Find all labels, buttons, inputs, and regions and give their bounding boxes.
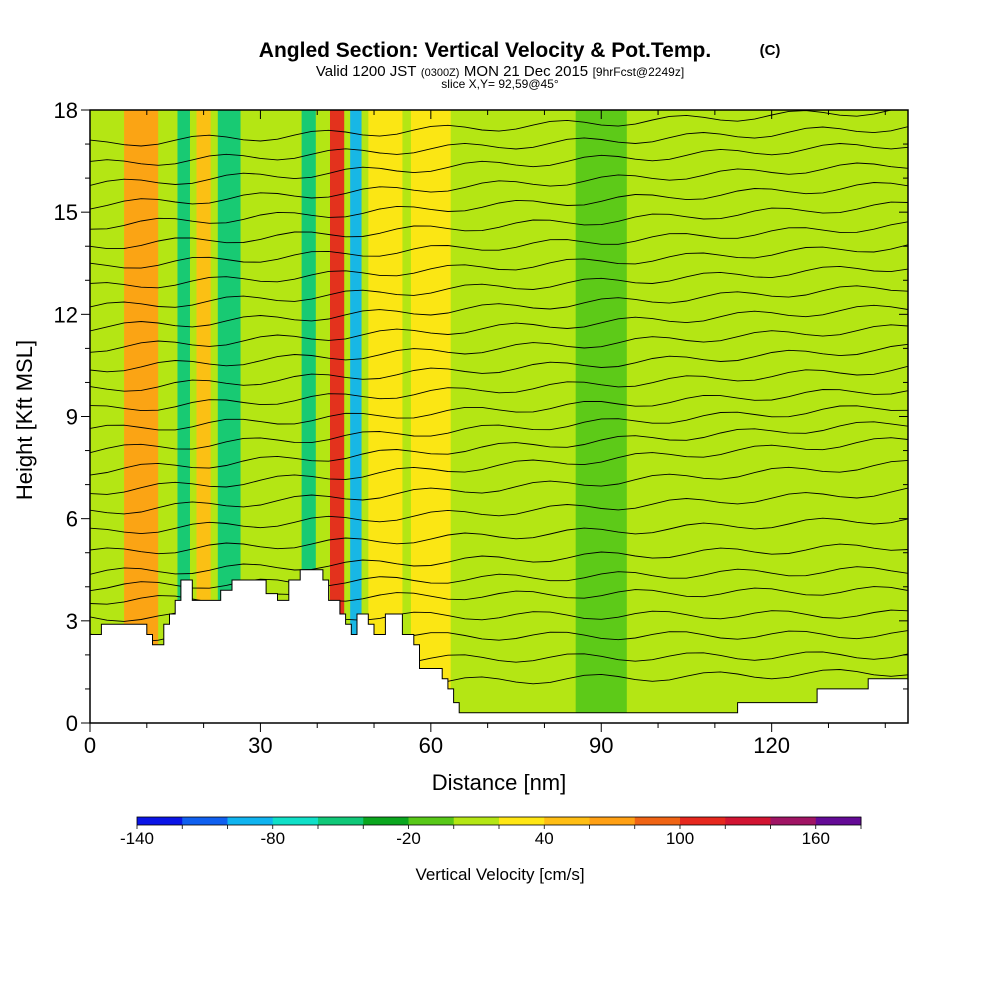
colorbar-swatch — [227, 817, 274, 825]
y-tick-label: 15 — [54, 200, 78, 225]
isentrope-line — [90, 265, 908, 308]
x-tick-label: 90 — [589, 733, 613, 758]
chart-title: Angled Section: Vertical Velocity & Pot.… — [259, 39, 711, 62]
x-tick-label: 60 — [419, 733, 443, 758]
subtitle-zulu: (0300Z) — [421, 67, 460, 79]
y-axis-label: Height [Kft MSL] — [12, 340, 37, 500]
velocity-band — [575, 110, 627, 723]
colorbar-swatch — [770, 817, 817, 825]
x-tick-label: 30 — [248, 733, 272, 758]
x-axis-label: Distance [nm] — [432, 770, 567, 795]
title-unit: (C) — [760, 42, 781, 59]
x-tick-label: 120 — [753, 733, 790, 758]
velocity-band — [330, 110, 345, 723]
subtitle-date: MON 21 Dec 2015 — [464, 63, 588, 80]
colorbar-tick-label: -80 — [260, 829, 285, 848]
isentrope-line — [90, 459, 908, 515]
colorbar-swatch — [137, 817, 183, 825]
y-tick-label: 18 — [54, 98, 78, 123]
isentrope-line — [90, 437, 908, 495]
isentrope-line — [90, 304, 908, 353]
isentrope-line — [90, 566, 908, 592]
colorbar-swatch — [182, 817, 228, 825]
isentrope-line — [90, 389, 908, 431]
colorbar-tick-label: 40 — [535, 829, 554, 848]
isentrope-line — [90, 365, 908, 412]
y-tick-label: 12 — [54, 302, 78, 327]
isentrope-line — [90, 244, 908, 289]
colorbar-swatch — [589, 817, 636, 825]
isentrope-line — [90, 143, 908, 186]
isentrope-line — [90, 324, 908, 373]
colorbar-label: Vertical Velocity [cm/s] — [415, 865, 584, 884]
velocity-band — [350, 110, 362, 723]
velocity-band — [217, 110, 241, 723]
colorbar-swatch — [453, 817, 500, 825]
colorbar-swatch — [725, 817, 771, 825]
colorbar-swatch — [363, 817, 409, 825]
y-tick-label: 0 — [66, 711, 78, 736]
isentrope-line — [90, 182, 908, 230]
colorbar-swatch — [272, 817, 319, 825]
terrain-mask — [90, 569, 908, 723]
slice-label: slice X,Y= 92,59@45° — [441, 77, 559, 91]
colorbar-swatch — [544, 817, 590, 825]
isentrope-line — [90, 201, 908, 250]
subtitle: Valid 1200 JST (0300Z) MON 21 Dec 2015 [… — [316, 63, 684, 80]
colorbar-swatch — [318, 817, 364, 825]
velocity-band — [177, 110, 190, 723]
colorbar-tick-label: 160 — [802, 829, 830, 848]
isentrope-line — [90, 405, 908, 454]
isentrope-line — [90, 543, 908, 575]
velocity-band — [410, 110, 451, 723]
velocity-band — [196, 110, 211, 723]
x-tick-label: 0 — [84, 733, 96, 758]
colorbar-swatch — [408, 817, 455, 825]
isentrope-line — [90, 126, 908, 166]
colorbar-tick-label: -140 — [120, 829, 154, 848]
isentrope-line — [90, 343, 908, 392]
isentrope-line — [90, 517, 908, 555]
isentrope-line — [90, 285, 908, 332]
colorbar-tick-label: -20 — [396, 829, 421, 848]
isentrope-line — [90, 162, 908, 210]
colorbar-swatch — [499, 817, 545, 825]
subtitle-valid: Valid 1200 JST — [316, 63, 417, 80]
y-axis: 0 3 6 9 12 15 18 — [54, 98, 908, 736]
subtitle-forecast: [9hrFcst@2249z] — [593, 65, 685, 79]
y-tick-label: 3 — [66, 609, 78, 634]
terrain-surface — [90, 569, 908, 723]
colorbar-swatch — [634, 817, 681, 825]
isentrope-line — [90, 487, 908, 535]
isentrope-line — [90, 221, 908, 269]
x-axis: 0 30 60 90 120 — [84, 110, 886, 758]
isentrope-line — [90, 421, 908, 476]
y-tick-label: 9 — [66, 405, 78, 430]
colorbar-tick-label: 100 — [666, 829, 694, 848]
y-tick-label: 6 — [66, 507, 78, 532]
colorbar-swatch — [680, 817, 726, 825]
colorbar-swatch — [815, 817, 862, 825]
colorbar: -140 -80 -20 40 100 160 — [120, 816, 862, 848]
